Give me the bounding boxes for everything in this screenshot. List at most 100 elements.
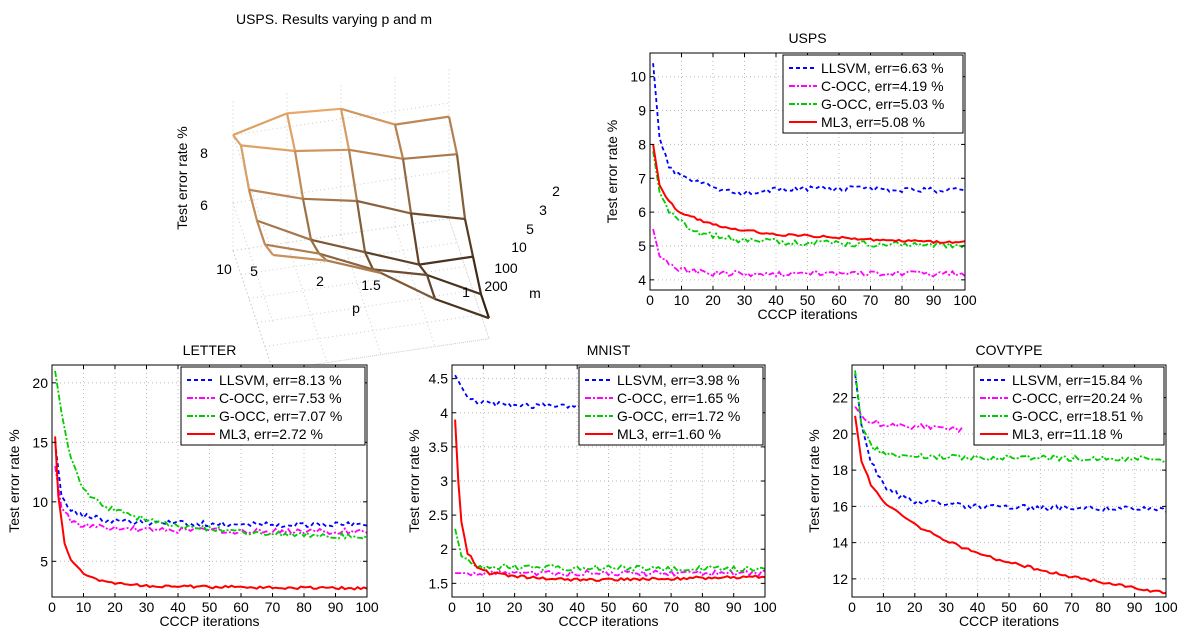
legend-box — [973, 366, 1165, 446]
series-line-1 — [54, 465, 368, 536]
surface-floor-grid — [240, 242, 458, 276]
surface-mesh-edge — [471, 256, 483, 295]
x-tick-label: 30 — [737, 292, 753, 308]
surface-mesh-edge — [401, 158, 413, 214]
legend-entry: ML3, err=11.18 % — [1012, 426, 1123, 442]
y-tick-label: 20 — [32, 375, 48, 391]
p-tick-label: 2 — [316, 273, 324, 289]
chart-mnist: 0 10 20 30 40 50 60 70 80 90 100 1.5 2 2.5 3 3.5 4 4.5 MNI… — [406, 342, 777, 629]
x-tick-label: 70 — [265, 599, 281, 615]
x-tick-label: 0 — [48, 599, 56, 615]
y-axis-label: Test error rate % — [806, 429, 822, 532]
x-tick-label: 20 — [907, 599, 923, 615]
legend-entry: G-OCC, err=18.51 % — [1012, 408, 1143, 424]
surface-mesh-edge — [294, 148, 350, 153]
y-tick-label: 6 — [638, 204, 646, 220]
x-tick-label: 30 — [538, 599, 554, 615]
surface-wall-grid — [232, 102, 450, 136]
y-tick-label: 7 — [638, 170, 646, 186]
legend-entry: ML3, err=5.08 % — [821, 114, 925, 130]
surface-wall-grid — [232, 170, 450, 204]
m-tick-label: 10 — [511, 239, 527, 255]
surface-mesh-edge — [285, 113, 297, 152]
legend-entry: C-OCC, err=7.53 % — [219, 390, 342, 406]
y-tick-label: 8 — [638, 136, 646, 152]
legend-entry: G-OCC, err=7.07 % — [219, 408, 342, 424]
surface-mesh-edge — [418, 263, 428, 276]
surface-mesh-edge — [286, 107, 342, 115]
surface-mesh-edge — [418, 255, 474, 266]
surface-mesh-edge — [272, 253, 328, 262]
x-tick-label: 60 — [1033, 599, 1049, 615]
x-tick-label: 90 — [926, 292, 942, 308]
x-tick-label: 100 — [753, 599, 777, 615]
surface-mesh-edge — [426, 273, 482, 296]
surface-floor-grid — [248, 266, 466, 300]
surface-mesh-edge — [239, 145, 251, 190]
x-tick-label: 70 — [863, 292, 879, 308]
x-tick-label: 50 — [1001, 599, 1017, 615]
m-axis-label: m — [529, 285, 541, 301]
x-tick-label: 0 — [448, 599, 456, 615]
legend-entry: LLSVM, err=3.98 % — [617, 372, 740, 388]
surface-mesh-edge — [310, 238, 366, 254]
chart-title: LETTER — [183, 342, 237, 358]
z-axis-label: Test error rate % — [174, 126, 190, 229]
x-tick-label: 10 — [76, 599, 92, 615]
z-tick-label: 8 — [200, 145, 208, 161]
x-tick-label: 20 — [507, 599, 523, 615]
x-tick-label: 70 — [1064, 599, 1080, 615]
x-tick-label: 80 — [1095, 599, 1111, 615]
surface-mesh-edge — [340, 107, 396, 126]
x-tick-label: 20 — [107, 599, 123, 615]
y-axis-label: Test error rate % — [6, 429, 22, 532]
legend-entry: LLSVM, err=6.63 % — [821, 60, 944, 76]
y-axis-label: Test error rate % — [406, 429, 422, 532]
legend-entry: LLSVM, err=15.84 % — [1012, 372, 1142, 388]
surface-mesh-edge — [301, 198, 313, 241]
legend-entry: ML3, err=2.72 % — [219, 426, 323, 442]
surface-mesh-edge — [302, 197, 358, 203]
legend-entry: LLSVM, err=8.13 % — [219, 372, 342, 388]
y-tick-label: 3 — [440, 473, 448, 489]
legend-entry: ML3, err=1.60 % — [617, 426, 721, 442]
y-tick-label: 2.5 — [429, 507, 449, 523]
surface-mesh-edge — [409, 213, 421, 265]
y-tick-label: 4 — [638, 272, 646, 288]
y-tick-label: 15 — [32, 434, 48, 450]
surface-mesh-edge — [348, 148, 404, 160]
surface-mesh-edge — [326, 259, 382, 275]
surface-wall-grid — [232, 134, 274, 256]
surface-mesh-edge — [264, 243, 274, 256]
x-tick-label: 100 — [953, 292, 977, 308]
surface-floor-grid — [340, 234, 382, 355]
p-tick-label: 10 — [216, 261, 232, 277]
surface-mesh-edge — [410, 212, 466, 221]
series-line-1 — [854, 406, 963, 434]
y-tick-label: 4 — [440, 405, 448, 421]
x-tick-label: 60 — [233, 599, 249, 615]
surface-mesh-edge — [240, 144, 296, 153]
x-tick-label: 30 — [139, 599, 155, 615]
x-tick-label: 80 — [695, 599, 711, 615]
x-tick-label: 60 — [831, 292, 847, 308]
surface-mesh-edge — [347, 149, 359, 202]
chart-title: USPS. Results varying p and m — [236, 11, 432, 27]
surface-mesh-edge — [310, 239, 320, 255]
surface-mesh-edge — [463, 218, 475, 257]
surface-mesh-edge — [356, 199, 412, 215]
surface-floor-grid — [264, 314, 482, 348]
x-tick-label: 40 — [569, 599, 585, 615]
surface-mesh-edge — [425, 274, 437, 300]
x-tick-label: 100 — [355, 599, 379, 615]
surface-mesh-edge — [355, 200, 367, 253]
series-line-1 — [652, 228, 966, 278]
series-line-0 — [652, 63, 966, 197]
x-tick-label: 100 — [1154, 599, 1178, 615]
x-axis-label: CCCP iterations — [558, 613, 658, 629]
surface-mesh-edge — [402, 153, 458, 160]
y-tick-label: 14 — [832, 535, 848, 551]
x-tick-label: 0 — [646, 292, 654, 308]
legend-entry: G-OCC, err=1.72 % — [617, 408, 740, 424]
